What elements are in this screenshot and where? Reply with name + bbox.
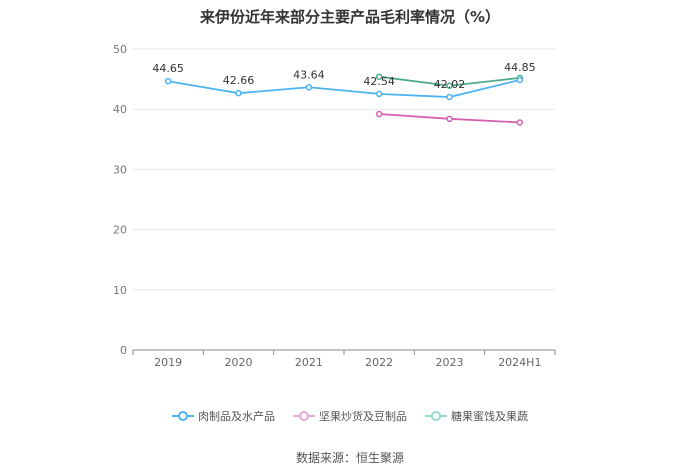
chart-title: 来伊份近年来部分主要产品毛利率情况（%） — [199, 8, 501, 26]
data-labels: 44.65 42.66 43.64 42.54 42.02 44.85 — [152, 61, 535, 91]
legend-swatch-icon — [293, 411, 315, 421]
data-label: 42.66 — [223, 74, 255, 87]
legend-item-nuts[interactable]: 坚果炒货及豆制品 — [293, 408, 407, 424]
data-label: 44.65 — [152, 62, 184, 75]
series-line — [168, 79, 521, 98]
y-tick-label: 10 — [113, 284, 127, 297]
legend-label: 肉制品及水产品 — [198, 410, 275, 423]
legend-item-meat[interactable]: 肉制品及水产品 — [172, 408, 275, 424]
data-point — [164, 77, 172, 85]
data-point — [446, 115, 453, 123]
legend-label: 糖果蜜饯及果蔬 — [451, 410, 528, 423]
legend: 肉制品及水产品 坚果炒货及豆制品 糖果蜜饯及果蔬 — [0, 408, 700, 424]
grid-lines — [133, 48, 555, 291]
data-label: 43.64 — [293, 68, 325, 81]
axes: 0 10 20 30 40 50 2019 2020 2021 2022 2023 2024H1 — [113, 43, 556, 369]
data-point — [235, 89, 242, 97]
data-label: 42.02 — [434, 78, 466, 91]
data-point — [446, 82, 453, 89]
y-tick-label: 50 — [113, 43, 127, 56]
legend-swatch-icon — [425, 411, 447, 421]
x-tick-label: 2021 — [295, 356, 323, 369]
data-point — [516, 119, 524, 126]
legend-item-candy[interactable]: 糖果蜜饯及果蔬 — [425, 408, 528, 424]
data-label: 42.54 — [363, 75, 395, 88]
x-tick-label: 2024H1 — [498, 356, 541, 369]
data-point — [375, 73, 383, 80]
legend-label: 坚果炒货及豆制品 — [319, 410, 407, 423]
data-point — [375, 110, 383, 118]
data-point — [446, 93, 453, 101]
series-lines — [164, 73, 524, 126]
y-tick-label: 20 — [113, 224, 127, 237]
source-note: 数据来源：恒生聚源 — [295, 451, 404, 465]
legend-swatch-icon — [172, 411, 194, 421]
x-tick-label: 2023 — [436, 356, 464, 369]
data-point — [375, 90, 383, 98]
y-tick-label: 0 — [120, 344, 127, 357]
x-tick-label: 2022 — [365, 356, 393, 369]
y-tick-label: 40 — [113, 103, 127, 116]
data-point — [516, 76, 524, 84]
data-label: 44.85 — [504, 61, 536, 74]
data-point — [305, 84, 313, 91]
y-tick-label: 30 — [113, 163, 127, 176]
x-tick-label: 2020 — [225, 356, 253, 369]
x-tick-label: 2019 — [154, 356, 182, 369]
